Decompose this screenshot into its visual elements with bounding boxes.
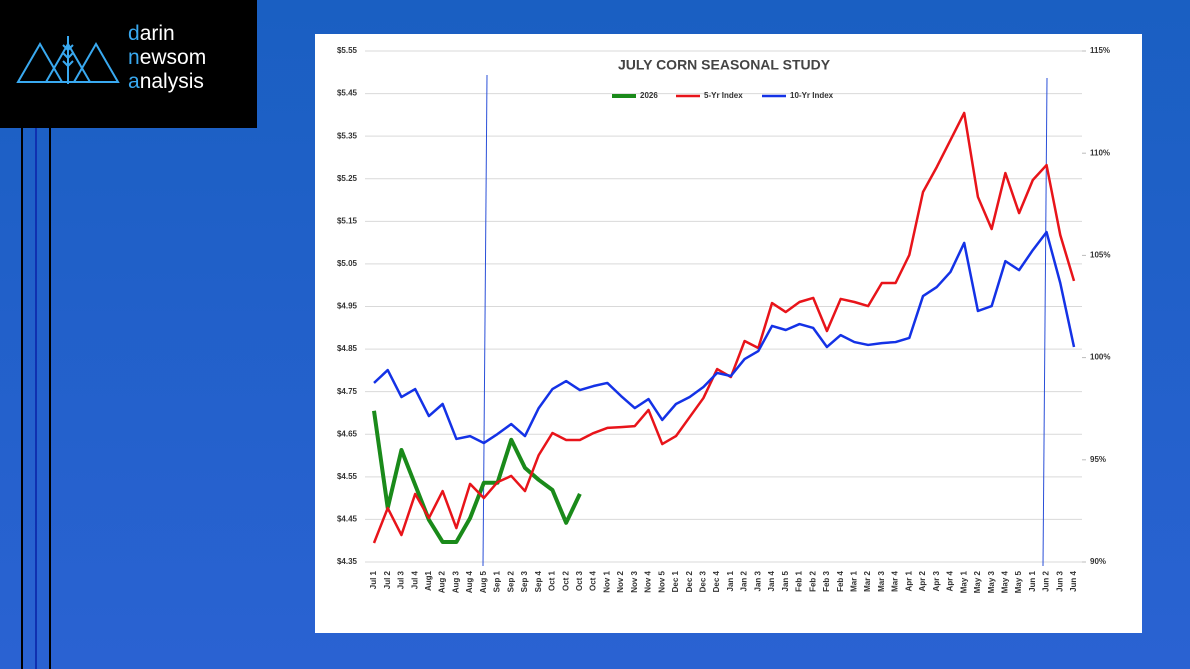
- x-tick-label: Apr 2: [918, 570, 927, 591]
- x-tick-label: Mar 4: [891, 570, 900, 591]
- y-tick-label: $5.45: [337, 89, 358, 98]
- logo-icon: [16, 36, 120, 84]
- x-tick-label: Jun 4: [1069, 570, 1078, 591]
- x-tick-label: Aug1: [424, 570, 433, 591]
- x-tick-label: Jun 2: [1042, 570, 1051, 591]
- y-tick-label: $5.25: [337, 174, 358, 183]
- logo-line: newsom: [128, 46, 207, 69]
- x-tick-label: Jul 4: [410, 570, 419, 589]
- x-tick-label: Jan 1: [726, 570, 735, 591]
- chart-title: JULY CORN SEASONAL STUDY: [618, 57, 831, 73]
- x-tick-label: Jan 4: [767, 570, 776, 591]
- y2-tick-label: 110%: [1090, 148, 1110, 157]
- x-tick-label: Sep 4: [534, 570, 543, 592]
- y2-tick-label: 95%: [1090, 455, 1106, 464]
- x-tick-label: Feb 3: [822, 570, 831, 591]
- x-tick-label: Aug 5: [479, 570, 488, 593]
- x-tick-label: May 3: [987, 570, 996, 593]
- x-tick-label: Apr 4: [946, 570, 955, 591]
- series-line: [373, 230, 1076, 445]
- legend-label: 2026: [640, 91, 658, 100]
- y-tick-label: $4.55: [337, 472, 358, 481]
- x-tick-label: May 1: [959, 570, 968, 593]
- y-tick-label: $5.05: [337, 259, 358, 268]
- logo-line: analysis: [128, 70, 204, 93]
- x-tick-label: Oct 3: [575, 570, 584, 591]
- y2-tick-label: 105%: [1090, 251, 1110, 260]
- legend-label: 5-Yr Index: [704, 91, 743, 100]
- logo: darin newsom analysis: [0, 0, 257, 128]
- x-tick-label: Aug 2: [438, 570, 447, 593]
- x-tick-label: Aug 4: [465, 570, 474, 593]
- y-tick-label: $5.35: [337, 131, 358, 140]
- x-tick-label: May 5: [1014, 570, 1023, 593]
- y2-tick-label: 115%: [1090, 46, 1110, 55]
- x-tick-label: Jun 1: [1028, 570, 1037, 591]
- x-tick-label: Jul 2: [383, 570, 392, 589]
- rail: [21, 128, 23, 669]
- x-tick-label: Apr 3: [932, 570, 941, 591]
- x-tick-label: Jul 1: [369, 570, 378, 589]
- x-tick-label: Nov 5: [657, 570, 666, 592]
- x-tick-label: Jan 2: [740, 570, 749, 591]
- y2-tick-label: 100%: [1090, 353, 1110, 362]
- x-tick-label: Feb 1: [795, 570, 804, 591]
- series-line: [372, 111, 1076, 544]
- x-tick-label: Sep 3: [520, 570, 529, 592]
- x-tick-label: May 2: [973, 570, 982, 593]
- x-tick-label: Aug 3: [451, 570, 460, 593]
- x-tick-label: Dec 4: [712, 570, 721, 592]
- x-tick-label: Sep 2: [506, 570, 515, 592]
- rail: [49, 128, 51, 669]
- legend-label: 10-Yr Index: [790, 91, 834, 100]
- x-tick-label: Mar 2: [863, 570, 872, 591]
- y-tick-label: $4.95: [337, 302, 358, 311]
- x-tick-label: Nov 2: [616, 570, 625, 592]
- y-tick-label: $4.35: [337, 557, 358, 566]
- logo-line: darin: [128, 22, 175, 45]
- y-tick-label: $4.45: [337, 515, 358, 524]
- reference-line: [482, 74, 488, 567]
- series-line: [372, 410, 582, 544]
- x-tick-label: Oct 1: [548, 570, 557, 591]
- x-tick-label: Jan 5: [781, 570, 790, 591]
- logo-text: darin newsom analysis: [128, 22, 206, 94]
- x-tick-label: Jan 3: [753, 570, 762, 591]
- x-tick-label: Feb 4: [836, 570, 845, 591]
- x-tick-label: Jun 3: [1055, 570, 1064, 591]
- y2-tick-label: 90%: [1090, 557, 1106, 566]
- x-tick-label: Dec 1: [671, 570, 680, 592]
- x-tick-label: Nov 4: [644, 570, 653, 592]
- y-tick-label: $4.85: [337, 344, 358, 353]
- x-tick-label: Oct 2: [561, 570, 570, 591]
- y-tick-label: $4.75: [337, 387, 358, 396]
- x-tick-label: Dec 3: [699, 570, 708, 592]
- x-tick-label: Jul 3: [397, 570, 406, 589]
- rail: [35, 128, 37, 669]
- x-tick-label: Apr 1: [904, 570, 913, 591]
- y-tick-label: $5.15: [337, 216, 358, 225]
- y-tick-label: $5.55: [337, 46, 358, 55]
- x-tick-label: Mar 1: [850, 570, 859, 591]
- x-tick-label: Nov 3: [630, 570, 639, 592]
- y-tick-label: $4.65: [337, 429, 358, 438]
- x-tick-label: Feb 2: [808, 570, 817, 591]
- x-tick-label: Sep 1: [493, 570, 502, 592]
- x-tick-label: Dec 2: [685, 570, 694, 592]
- x-tick-label: Mar 3: [877, 570, 886, 591]
- x-tick-label: Oct 4: [589, 570, 598, 591]
- x-tick-label: Nov 1: [602, 570, 611, 592]
- x-tick-label: May 4: [1000, 570, 1009, 593]
- chart-panel: [315, 34, 1142, 633]
- reference-line: [1042, 77, 1048, 567]
